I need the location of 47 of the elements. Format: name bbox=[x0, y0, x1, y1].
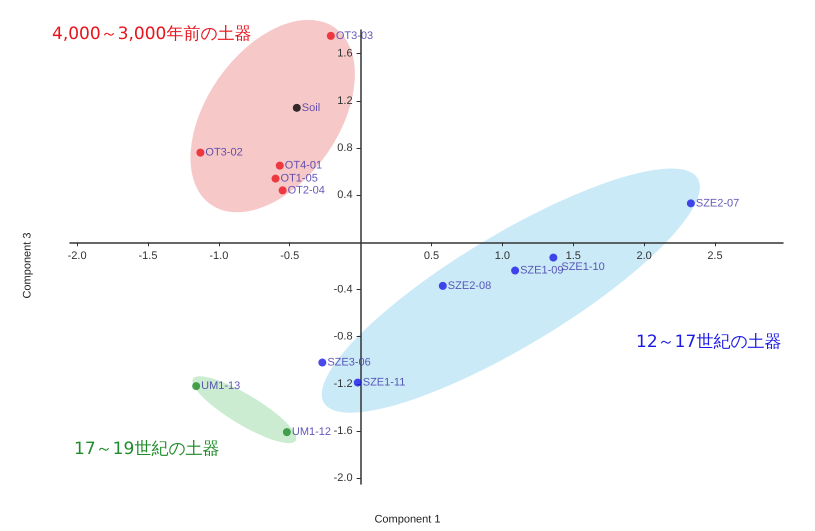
data-label: UM1-13 bbox=[201, 380, 240, 392]
y-tick-label: -0.8 bbox=[334, 330, 353, 343]
x-tick-label: -2.0 bbox=[68, 250, 87, 262]
x-tick-label: 2.0 bbox=[636, 250, 652, 262]
data-label: UM1-12 bbox=[292, 426, 331, 438]
y-tick-label: -1.6 bbox=[334, 424, 353, 437]
x-tick-label: 1.0 bbox=[494, 250, 510, 262]
y-tick-label: 1.2 bbox=[337, 94, 353, 107]
data-label: SZE1-11 bbox=[362, 376, 406, 389]
y-tick-label: -0.4 bbox=[334, 283, 353, 296]
y-tick-label: 0.4 bbox=[337, 189, 353, 202]
point bbox=[326, 32, 335, 40]
data-label: SZE2-08 bbox=[448, 280, 492, 292]
point bbox=[278, 186, 287, 194]
point bbox=[292, 104, 301, 112]
point bbox=[272, 174, 280, 183]
point bbox=[686, 199, 695, 208]
point bbox=[192, 382, 200, 390]
data-label: OT1-05 bbox=[280, 172, 318, 185]
y-tick-label: -1.2 bbox=[334, 378, 353, 390]
point bbox=[354, 378, 362, 387]
point bbox=[276, 162, 284, 170]
x-axis-title: Component 1 bbox=[374, 514, 441, 526]
y-tick-label: 0.8 bbox=[337, 142, 353, 154]
data-label: Soil bbox=[302, 102, 320, 114]
point bbox=[549, 254, 558, 262]
data-label: OT4-01 bbox=[284, 160, 322, 172]
x-tick-label: -1.5 bbox=[138, 250, 158, 262]
y-tick-label: 1.6 bbox=[337, 48, 353, 60]
data-label: SZE2-07 bbox=[696, 197, 740, 210]
x-tick-label: -1.0 bbox=[209, 250, 228, 262]
x-tick-label: 0.5 bbox=[424, 250, 440, 262]
point bbox=[282, 428, 291, 436]
point bbox=[438, 282, 447, 290]
annotation: 12～17世紀の土器 bbox=[636, 331, 782, 353]
point bbox=[318, 358, 326, 367]
point bbox=[196, 148, 204, 157]
y-tick-label: -2.0 bbox=[334, 472, 353, 484]
x-tick-label: 1.5 bbox=[566, 250, 581, 262]
data-label: OT2-04 bbox=[288, 184, 325, 196]
y-axis-title: Component 3 bbox=[22, 232, 34, 299]
point bbox=[511, 266, 520, 275]
data-label: OT3-02 bbox=[205, 146, 243, 159]
x-tick-label: -0.5 bbox=[280, 250, 300, 262]
x-tick-label: 2.5 bbox=[707, 250, 723, 262]
annotation: 17～19世紀の土器 bbox=[74, 438, 220, 460]
annotation: 4,000～3,000年前の土器 bbox=[52, 23, 252, 45]
